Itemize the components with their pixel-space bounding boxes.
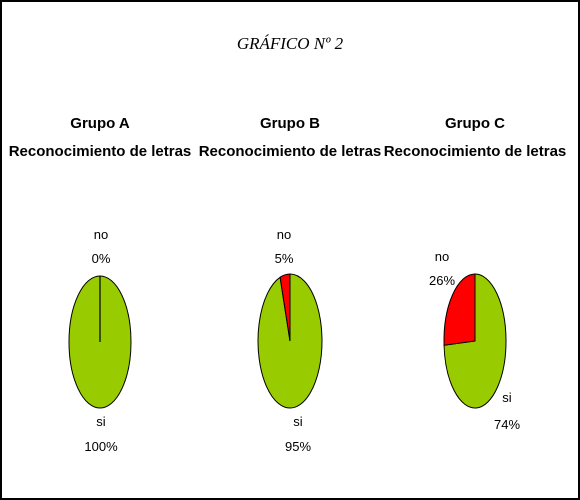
slice-value-no: 0%: [92, 251, 111, 266]
chart-title: Grupo C: [445, 115, 505, 132]
pie-group-3: Grupo C Reconocimiento de letras no 26% si 74…: [384, 115, 567, 432]
slice-value-si: 100%: [84, 439, 118, 454]
slice-label-si: si: [293, 414, 303, 429]
main-title: GRÁFICO Nº 2: [236, 34, 344, 53]
chart-subtitle: Reconocimiento de letras: [384, 143, 567, 160]
chart-subtitle: Reconocimiento de letras: [199, 143, 382, 160]
slice-label-si: si: [96, 414, 106, 429]
pie-group-2: Grupo B Reconocimiento de letras no 5% si 95%: [199, 115, 382, 454]
slice-value-no: 26%: [429, 273, 455, 288]
chart-title: Grupo A: [70, 115, 130, 132]
slice-label-no: no: [94, 227, 108, 242]
pie-slice-no: [279, 273, 291, 342]
pie-slice-no: [443, 273, 476, 346]
chart-subtitle: Reconocimiento de letras: [9, 143, 192, 160]
chart-title: Grupo B: [260, 115, 320, 132]
slice-label-no: no: [435, 249, 449, 264]
slice-label-no: no: [277, 227, 291, 242]
slice-value-si: 95%: [285, 439, 311, 454]
slice-value-no: 5%: [275, 251, 294, 266]
pie-group-1: Grupo A Reconocimiento de letras no 0% si 100…: [9, 115, 192, 454]
slice-value-si: 74%: [494, 417, 520, 432]
slice-label-si: si: [502, 390, 512, 405]
